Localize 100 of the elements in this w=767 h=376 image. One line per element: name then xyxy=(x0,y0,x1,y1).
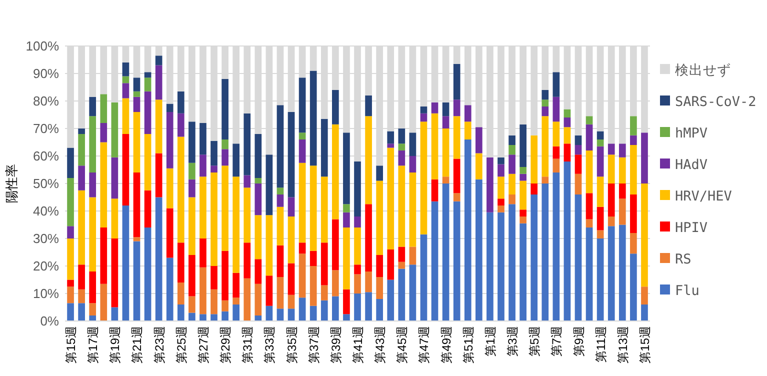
bar xyxy=(542,184,549,321)
bar xyxy=(288,294,295,309)
bar xyxy=(244,278,251,321)
bar xyxy=(244,113,251,176)
bar xyxy=(409,264,416,321)
bar xyxy=(409,132,416,156)
bar xyxy=(552,172,560,321)
legend-label: HRV/HEV xyxy=(675,188,732,204)
x-tick-label: 第33週 xyxy=(262,326,277,364)
bar xyxy=(111,238,118,308)
bar xyxy=(122,62,130,76)
bar xyxy=(398,144,406,150)
bar xyxy=(398,262,406,269)
legend-label: RS xyxy=(675,252,692,268)
x-tick-label: 第21週 xyxy=(130,326,144,364)
bar xyxy=(431,102,438,114)
bar xyxy=(530,194,538,321)
bar xyxy=(78,264,85,290)
bar xyxy=(254,178,262,184)
x-tick-label: 第51週 xyxy=(461,326,476,364)
bar xyxy=(67,303,74,321)
bar xyxy=(630,254,637,321)
bar xyxy=(498,212,504,321)
bar xyxy=(254,134,262,178)
bar xyxy=(276,308,284,321)
bar xyxy=(144,72,152,78)
y-tick-label: 50% xyxy=(32,176,60,191)
y-tick-label: 10% xyxy=(32,286,60,301)
bar xyxy=(100,142,108,228)
bar xyxy=(310,70,317,166)
bar xyxy=(630,194,637,233)
bar xyxy=(442,184,450,321)
bar xyxy=(420,113,428,122)
x-tick-label: 第27週 xyxy=(196,326,210,364)
bar xyxy=(596,140,604,146)
x-tick-label: 第37週 xyxy=(306,326,321,364)
bar xyxy=(552,72,560,97)
bar xyxy=(266,306,273,321)
bar xyxy=(210,172,218,266)
bar xyxy=(100,123,108,142)
bar xyxy=(276,194,284,207)
bar xyxy=(200,123,206,155)
y-tick-label: 70% xyxy=(32,121,60,136)
bar xyxy=(133,172,140,238)
x-tick-label: 第47週 xyxy=(417,326,432,364)
bar xyxy=(111,198,118,238)
bar xyxy=(354,228,361,265)
x-tick-label: 第15週 xyxy=(638,326,652,364)
bar xyxy=(564,109,571,118)
bar xyxy=(574,154,582,174)
bar xyxy=(618,144,626,158)
bar xyxy=(67,280,74,287)
bar xyxy=(177,304,184,321)
y-axis-title: 陽性率 xyxy=(4,164,19,203)
bar xyxy=(564,127,571,144)
x-tick-label: 第19週 xyxy=(108,326,122,364)
bar xyxy=(133,241,140,321)
bar xyxy=(508,135,516,145)
bar xyxy=(520,180,526,210)
bar xyxy=(276,105,284,188)
bar xyxy=(343,132,350,204)
bar xyxy=(520,167,526,174)
bar xyxy=(332,90,339,124)
bar xyxy=(166,168,174,208)
bar xyxy=(222,250,228,300)
bar xyxy=(276,245,284,277)
bar xyxy=(155,100,162,154)
bar xyxy=(618,198,626,225)
bar xyxy=(453,193,460,202)
bar xyxy=(78,134,85,166)
bar xyxy=(276,188,284,194)
bar xyxy=(574,135,582,145)
bar xyxy=(508,145,516,155)
bar xyxy=(177,136,184,243)
bar xyxy=(376,255,383,277)
bar xyxy=(398,150,406,166)
bar xyxy=(155,153,162,198)
bar xyxy=(453,100,460,116)
bar xyxy=(320,300,328,321)
bar xyxy=(188,312,196,321)
bar xyxy=(552,96,560,122)
bar xyxy=(166,208,174,258)
bar xyxy=(431,179,438,202)
bar xyxy=(78,289,85,304)
bar xyxy=(254,316,262,321)
bar xyxy=(641,132,648,184)
bar xyxy=(276,206,284,246)
bar xyxy=(100,94,108,123)
bar xyxy=(453,116,460,159)
bar xyxy=(354,264,361,274)
bar xyxy=(387,280,394,321)
bar xyxy=(332,296,339,321)
bar xyxy=(276,277,284,309)
bar xyxy=(67,178,74,226)
bar xyxy=(320,242,328,286)
bar xyxy=(122,83,130,98)
bar xyxy=(442,116,450,128)
bar xyxy=(288,216,295,264)
bar xyxy=(498,206,504,212)
bar xyxy=(552,146,560,159)
